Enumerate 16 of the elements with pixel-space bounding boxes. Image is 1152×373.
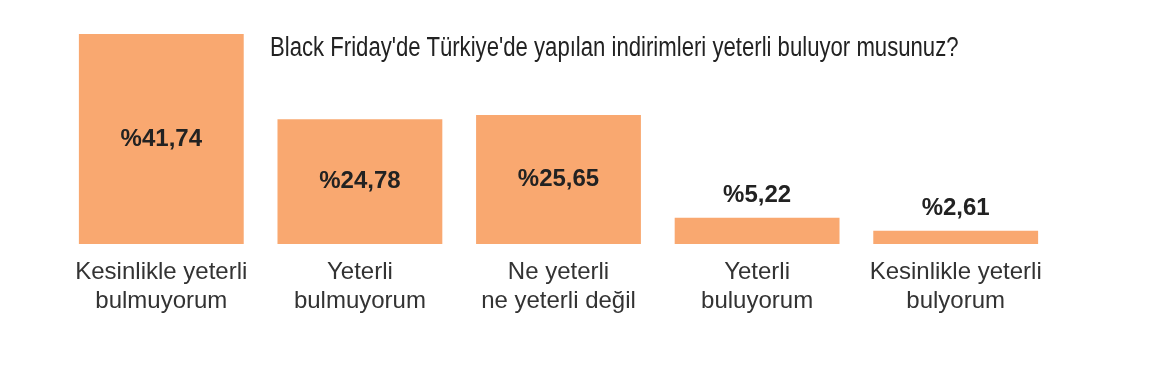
x-tick-label: Kesinlikle yeterli bulyorum (869, 257, 1042, 313)
bar (873, 230, 1039, 244)
bar (674, 217, 840, 244)
data-label: %5,22 (723, 180, 792, 208)
chart-title: Black Friday'de Türkiye'de yapılan indirimleri yeterli buluyor musunuz? (270, 32, 959, 63)
bar (277, 119, 443, 244)
data-label: %41,74 (120, 123, 203, 151)
x-tick-label: Yeterli bulmuyorum (293, 257, 426, 313)
data-label: %2,61 (921, 193, 990, 221)
x-tick-label: Ne yeterli ne yeterli değil (481, 257, 636, 313)
bar (78, 34, 244, 244)
data-label: %25,65 (517, 164, 600, 192)
bar (476, 114, 641, 244)
x-tick-label: Yeterli buluyorum (701, 257, 814, 313)
x-tick-label: Kesinlikle yeterli bulmuyorum (75, 257, 248, 313)
data-label: %24,78 (319, 166, 401, 194)
